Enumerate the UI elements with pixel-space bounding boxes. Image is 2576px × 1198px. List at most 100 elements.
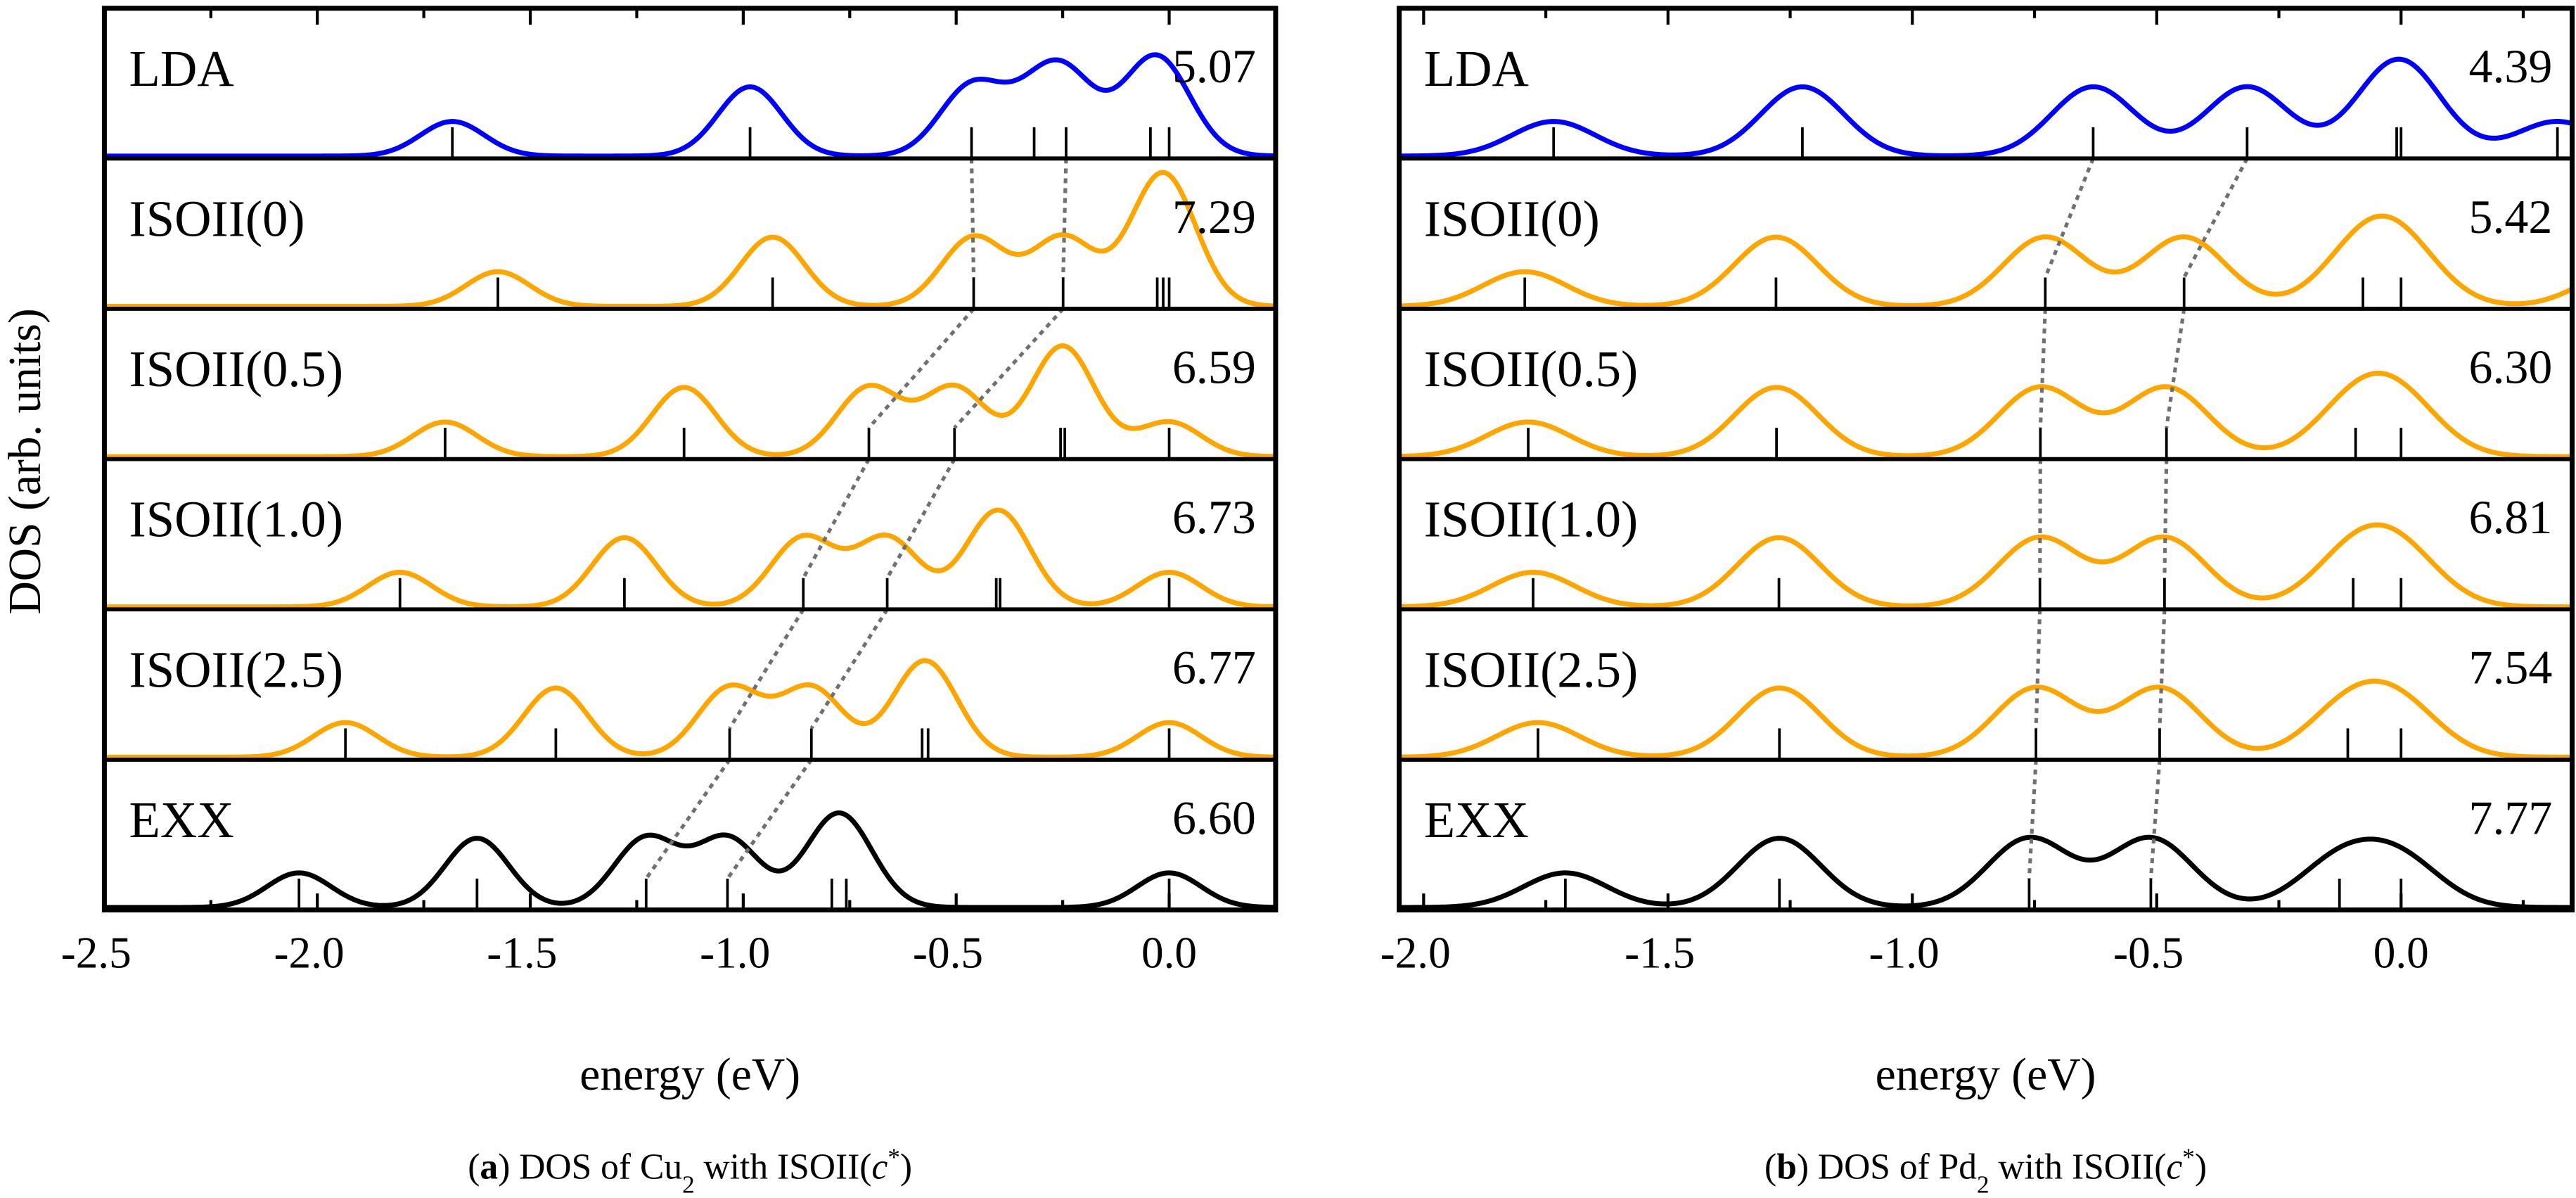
row-label: LDA xyxy=(129,40,234,97)
x-tick-label: -2.0 xyxy=(274,929,344,978)
caption-open: ( xyxy=(1764,1147,1776,1187)
x-tick-label: -1.0 xyxy=(700,929,770,978)
level-track-line xyxy=(2043,158,2095,279)
figure-caption: (b) DOS of Pd2 with ISOII(c*) xyxy=(1764,1143,2207,1198)
level-track-line xyxy=(726,758,813,880)
level-track-line xyxy=(2162,459,2169,578)
level-track-line xyxy=(2158,609,2167,729)
row-label: ISOII(2.5) xyxy=(129,641,343,698)
dos-row-exx xyxy=(104,810,1276,910)
dos-curve xyxy=(1399,834,2572,910)
dos-curve xyxy=(1399,213,2572,309)
y-axis-label: DOS (arb. units) xyxy=(0,308,51,614)
row-value-label: 6.81 xyxy=(2468,490,2552,544)
dos-curve xyxy=(1399,678,2572,760)
row-value-label: 5.42 xyxy=(2468,190,2552,243)
dos-row-isoii-1-0- xyxy=(104,507,1276,610)
caption-sup: * xyxy=(887,1143,900,1171)
dos-curve xyxy=(104,52,1276,159)
caption-tag: a xyxy=(480,1147,498,1187)
dos-curve xyxy=(104,810,1276,910)
row-label: LDA xyxy=(1424,40,1529,97)
caption-text2: with ISOII( xyxy=(1989,1147,2167,1187)
row-label: ISOII(0) xyxy=(1424,190,1600,247)
row-value-label: 6.30 xyxy=(2468,340,2552,393)
level-track-line xyxy=(867,307,975,429)
dos-row-isoii-2-5- xyxy=(104,658,1276,760)
dos-row-lda xyxy=(1399,56,2572,159)
level-track-line xyxy=(2182,158,2249,279)
level-track-line xyxy=(809,608,889,729)
level-track-line xyxy=(802,458,871,579)
row-label: ISOII(0.5) xyxy=(1424,340,1638,397)
row-label: EXX xyxy=(1424,791,1529,848)
row-label: ISOII(1.0) xyxy=(1424,491,1638,548)
x-tick-label: -0.5 xyxy=(2113,929,2184,978)
row-value-label: 7.54 xyxy=(2468,641,2552,694)
caption-open: ( xyxy=(468,1147,480,1187)
dos-row-isoii-0-5- xyxy=(104,343,1276,459)
level-track-line xyxy=(2038,308,2047,428)
level-track-line xyxy=(2038,459,2042,578)
dos-curve xyxy=(104,170,1276,309)
row-value-label: 7.77 xyxy=(2468,791,2552,844)
row-label: EXX xyxy=(129,791,234,848)
caption-sup: * xyxy=(2182,1143,2195,1171)
x-tick-label: 0.0 xyxy=(1141,929,1197,978)
caption-close: ) xyxy=(498,1147,510,1187)
row-value-label: 6.60 xyxy=(1172,791,1256,844)
level-track-line xyxy=(728,608,805,729)
caption-text1: DOS of Cu xyxy=(510,1147,682,1187)
level-track-line xyxy=(2148,759,2162,879)
level-track-line xyxy=(2027,759,2038,879)
level-track-line xyxy=(644,758,731,880)
caption-sub: 2 xyxy=(1977,1171,1989,1198)
caption-var: c xyxy=(2166,1147,2182,1187)
dos-curve xyxy=(104,507,1276,610)
x-tick-label: 0.0 xyxy=(2373,929,2429,978)
x-axis-label: energy (eV) xyxy=(579,1050,800,1100)
x-tick-label: -1.5 xyxy=(1625,929,1695,978)
row-value-label: 6.77 xyxy=(1172,641,1256,694)
dos-curve xyxy=(1399,371,2572,459)
caption-sub: 2 xyxy=(682,1171,695,1198)
dos-row-isoii-0- xyxy=(104,170,1276,309)
x-axis-label: energy (eV) xyxy=(1876,1050,2096,1100)
row-label: ISOII(0.5) xyxy=(129,340,343,397)
dos-curve xyxy=(1399,522,2572,610)
row-value-label: 6.59 xyxy=(1172,340,1256,393)
panel-a-cu2: LDA 5.07 ISOII(0) 7.29 ISOII(0.5) 6.59 ISOII(1… xyxy=(61,6,1279,1198)
caption-text2: with ISOII( xyxy=(695,1147,872,1187)
level-track-line xyxy=(1061,158,1068,278)
dos-row-exx xyxy=(1399,834,2572,910)
panel-b-pd2: LDA 4.39 ISOII(0) 5.42 ISOII(0.5) 6.30 ISOII(1… xyxy=(1380,6,2575,1198)
dos-curve xyxy=(104,658,1276,760)
x-tick-label: -1.5 xyxy=(487,929,557,978)
dos-row-isoii-2-5- xyxy=(1399,678,2572,760)
level-track-line xyxy=(953,307,1065,429)
row-label: ISOII(1.0) xyxy=(129,491,343,548)
dos-curve xyxy=(1399,56,2572,159)
dos-row-lda xyxy=(104,52,1276,159)
row-value-label: 7.29 xyxy=(1172,190,1256,243)
dos-curve xyxy=(104,343,1276,459)
row-value-label: 5.07 xyxy=(1172,39,1256,93)
dos-row-isoii-0- xyxy=(1399,213,2572,309)
row-value-label: 6.73 xyxy=(1172,490,1256,544)
caption-tag: b xyxy=(1776,1147,1797,1187)
level-track-line xyxy=(885,458,956,580)
row-label: ISOII(0) xyxy=(129,190,305,247)
caption-text3: ) xyxy=(2195,1147,2207,1187)
level-track-line xyxy=(969,158,976,278)
caption-var: c xyxy=(871,1147,887,1187)
x-tick-label: -2.5 xyxy=(61,929,132,978)
dos-row-isoii-1-0- xyxy=(1399,522,2572,610)
plot-frame xyxy=(101,6,1279,913)
x-tick-label: -0.5 xyxy=(913,929,983,978)
dos-row-isoii-0-5- xyxy=(1399,371,2572,459)
plot-frame xyxy=(1397,6,2575,913)
x-tick-label: -1.0 xyxy=(1869,929,1940,978)
x-tick-label: -2.0 xyxy=(1380,929,1451,978)
level-track-line xyxy=(2165,308,2186,428)
